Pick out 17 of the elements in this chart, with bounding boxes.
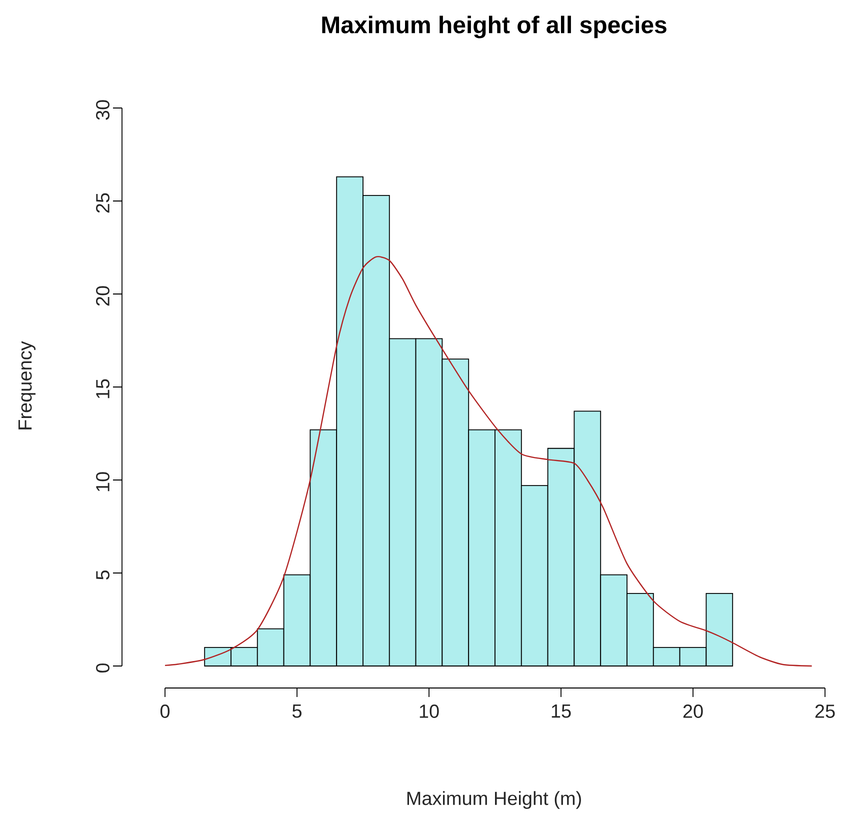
y-tick-label: 0 xyxy=(96,663,110,673)
x-tick-label: 10 xyxy=(420,704,439,718)
x-tick-label: 0 xyxy=(160,704,170,718)
x-tick-label: 5 xyxy=(292,704,302,718)
y-tick-label: 5 xyxy=(96,570,110,580)
y-tick-label: 15 xyxy=(96,379,110,398)
line-series xyxy=(164,256,812,667)
chart-title: Maximum height of all species xyxy=(322,16,666,38)
x-tick-label: 25 xyxy=(815,704,835,718)
x-axis-title: Maximum Height (m) xyxy=(407,791,581,809)
y-tick-label: 20 xyxy=(96,286,110,306)
y-tick-label: 25 xyxy=(96,193,110,213)
x-tick-label: 15 xyxy=(552,704,571,718)
x-tick-label: 20 xyxy=(683,704,703,718)
y-axis-title: Frequency xyxy=(18,341,36,430)
y-tick-label: 30 xyxy=(96,100,110,120)
y-tick-label: 10 xyxy=(96,472,110,492)
